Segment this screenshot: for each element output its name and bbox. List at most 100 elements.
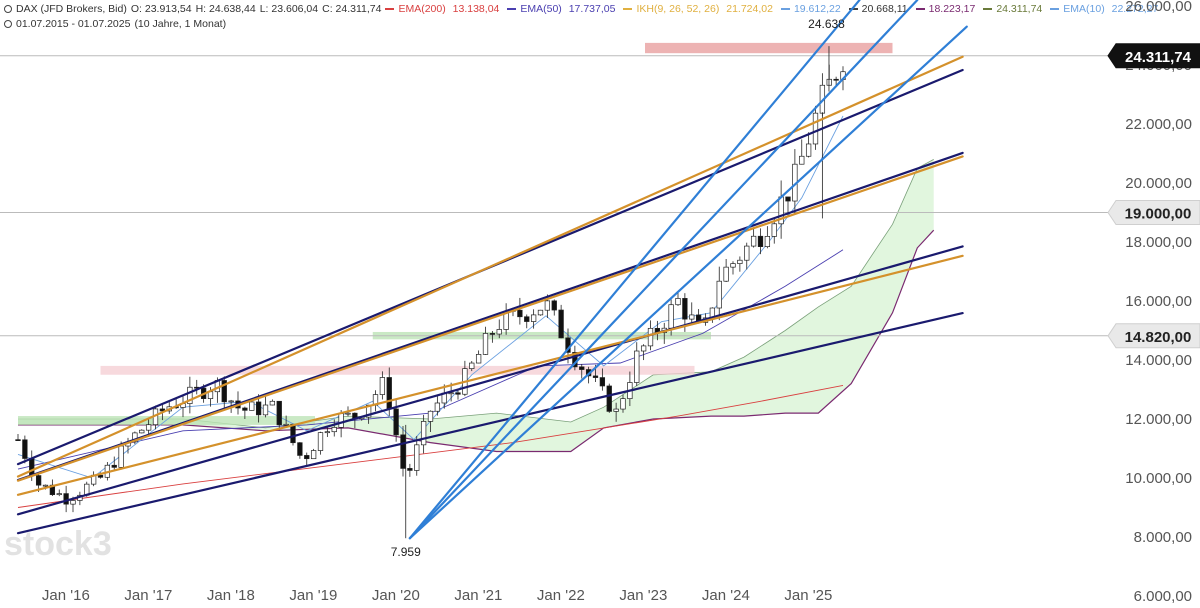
candle-body	[345, 412, 351, 415]
candle-body	[448, 392, 454, 395]
annotations: 24.638 7.959	[391, 17, 845, 559]
candle-body	[145, 424, 152, 431]
legend-label: 18.223,17	[928, 3, 976, 15]
price-tag-label: 14.820,00	[1125, 329, 1192, 346]
candle-body	[524, 316, 530, 322]
candle-body	[771, 223, 777, 237]
legend-label: IKH(9, 26, 52, 26)	[636, 3, 723, 15]
candle-body	[579, 366, 585, 370]
legend-item: EMA(200) 13.138,04	[385, 3, 503, 15]
candle-body	[139, 429, 145, 434]
candle-body	[242, 407, 248, 411]
calendar-icon	[4, 20, 12, 29]
candles	[15, 46, 846, 539]
legend-label: EMA(200)	[398, 3, 449, 15]
candle-body	[111, 464, 117, 468]
candle-body	[455, 392, 461, 395]
x-axis: Jan '16 Jan '17 Jan '18 Jan '19 Jan '20 Jan '…	[42, 587, 832, 604]
legend-item: 18.223,17	[915, 3, 980, 15]
candle-body	[482, 333, 489, 355]
y-axis: 6.000,00 8.000,00 10.000,00 12.000,00 14.000…	[1125, 0, 1192, 605]
x-tick-label: Jan '20	[372, 587, 420, 604]
legend-label: EMA(10)	[1063, 3, 1108, 15]
candle-body	[812, 112, 819, 145]
trendline[interactable]	[408, 25, 968, 540]
candle-body	[56, 493, 62, 496]
trendline[interactable]	[16, 245, 964, 516]
candle-body	[675, 298, 681, 306]
trendline[interactable]	[408, 0, 861, 540]
legend-item: EMA(50) 17.737,05	[507, 3, 619, 15]
candle-body	[592, 375, 599, 378]
y-tick-label: 14.000,00	[1125, 352, 1192, 369]
candle-body	[15, 439, 21, 441]
trendline[interactable]	[16, 155, 964, 482]
price-tag-bg	[1107, 323, 1200, 349]
candle-body	[221, 380, 227, 403]
y-tick-label: 18.000,00	[1125, 234, 1192, 251]
candle-body	[276, 400, 282, 426]
candle-body	[489, 333, 496, 335]
header-line-2: 01.07.2015 - 01.07.2025 (10 Jahre, 1 Mona…	[4, 18, 230, 30]
trendlines	[16, 0, 968, 540]
legend-swatch	[983, 8, 993, 11]
candle-body	[434, 402, 441, 412]
candle-body	[551, 300, 557, 311]
candle-body	[228, 400, 234, 403]
open-value: O: 23.913,54	[130, 3, 192, 15]
candle-body	[262, 404, 269, 416]
candle-body	[118, 445, 124, 468]
legend-item: 24.311,74	[983, 3, 1046, 15]
candle-body	[310, 450, 317, 460]
symbol-name: DAX (JFD Brokers, Bid)	[16, 3, 127, 15]
trendline[interactable]	[16, 254, 964, 496]
y-tick-label: 8.000,00	[1134, 529, 1192, 546]
price-zone	[100, 365, 695, 375]
candle-body	[70, 500, 76, 505]
x-tick-label: Jan '21	[454, 587, 502, 604]
price-zone	[645, 42, 893, 54]
candle-body	[29, 458, 35, 476]
horizontal-lines	[0, 55, 1110, 337]
candle-body	[530, 314, 537, 322]
candle-body	[682, 298, 688, 320]
candle-body	[599, 377, 606, 387]
legend-swatch	[507, 8, 517, 11]
candle-body	[269, 400, 276, 406]
trendline[interactable]	[16, 55, 964, 478]
y-tick-label: 12.000,00	[1125, 411, 1192, 428]
trendline[interactable]	[16, 311, 964, 535]
candle-body	[805, 143, 812, 157]
candle-body	[668, 304, 674, 329]
price-annotation: 24.638	[808, 17, 845, 31]
candle-body	[42, 484, 49, 487]
range-note: (10 Jahre, 1 Monat)	[134, 18, 227, 30]
legend-label: 20.668,11	[861, 3, 908, 15]
x-tick-label: Jan '24	[702, 587, 750, 604]
legend-swatch	[915, 8, 925, 11]
candle-body	[393, 408, 399, 436]
candle-body	[544, 300, 551, 311]
trendline[interactable]	[408, 0, 919, 540]
legend-item: 19.612,22	[780, 3, 845, 15]
candle-body	[613, 408, 619, 412]
candle-body	[799, 155, 805, 165]
candle-body	[420, 421, 427, 446]
candle-body	[414, 444, 420, 471]
candle-body	[159, 408, 166, 412]
candle-body	[338, 413, 344, 428]
candle-body	[744, 245, 750, 261]
y-tick-label: 22.000,00	[1125, 116, 1192, 133]
x-tick-label: Jan '17	[124, 587, 172, 604]
price-annotation: 7.959	[391, 545, 421, 559]
candle-body	[97, 474, 104, 478]
candle-body	[634, 350, 640, 383]
legend-label: EMA(50)	[520, 3, 565, 15]
candle-body	[785, 196, 791, 202]
candle-body	[606, 385, 612, 412]
candle-body	[750, 235, 757, 247]
price-tag-label: 24.311,74	[1125, 49, 1192, 66]
candle-body	[517, 309, 523, 318]
candle-body	[63, 493, 69, 505]
